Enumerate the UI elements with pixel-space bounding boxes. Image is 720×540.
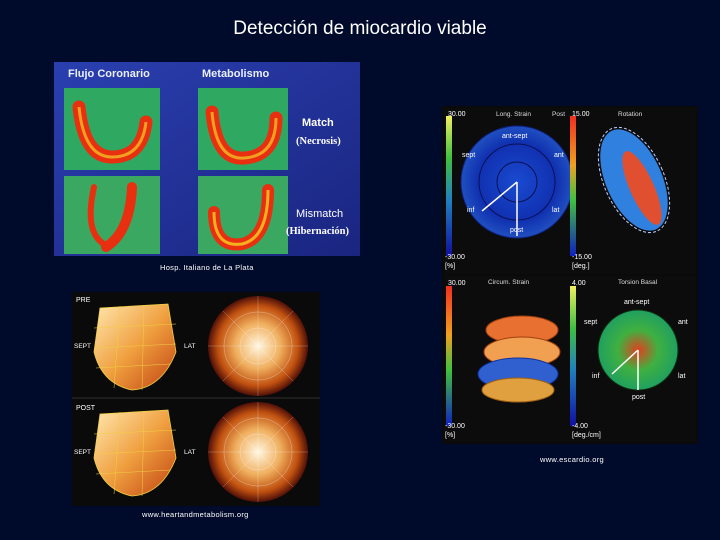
q4-ant-sept: ant-sept bbox=[624, 299, 649, 306]
q4-min: -4.00 bbox=[572, 423, 588, 430]
q1-ant: ant bbox=[554, 152, 564, 159]
q3-max: 30.00 bbox=[448, 280, 466, 287]
lat-label-pre: LAT bbox=[184, 343, 195, 350]
flujo-coronario-header: Flujo Coronario bbox=[68, 68, 150, 80]
scan-tile-bottom-right bbox=[198, 176, 288, 254]
q4-unit: [deg./cm] bbox=[572, 432, 601, 439]
post-label: POST bbox=[76, 405, 96, 412]
q1-post: post bbox=[510, 227, 523, 234]
pre-label: PRE bbox=[76, 297, 91, 304]
q3-min: -30.00 bbox=[445, 423, 465, 430]
q1-unit: [%] bbox=[445, 263, 455, 270]
scan-tile-bottom-left bbox=[64, 176, 160, 254]
rotation-3d-model bbox=[597, 126, 671, 234]
perfusion-image: Flujo Coronario Metabolismo Match (Necro… bbox=[54, 62, 360, 256]
q4-ant: ant bbox=[678, 319, 688, 326]
slide-title: Detección de miocardio viable bbox=[233, 18, 487, 39]
polar-caption: www.heartandmetabolism.org bbox=[142, 510, 249, 519]
mismatch-label: Mismatch bbox=[296, 208, 343, 220]
q3-title: Circum. Strain bbox=[488, 279, 530, 286]
necrosis-label: (Necrosis) bbox=[296, 136, 341, 147]
q4-lat: lat bbox=[678, 373, 685, 380]
scan-tile-top-right bbox=[198, 88, 288, 170]
q1-sept: sept bbox=[462, 152, 475, 159]
q1-min: -30.00 bbox=[445, 254, 465, 261]
q2-title: Rotation bbox=[618, 111, 643, 118]
q1-ant-sept: ant-sept bbox=[502, 133, 527, 140]
sept-label-post: SEPT bbox=[74, 449, 91, 456]
heart-wireframe-pre bbox=[93, 303, 177, 391]
strain-panel: 30.00 Long. Strain Post ant-sept sept an… bbox=[442, 106, 698, 444]
match-label: Match bbox=[302, 117, 334, 129]
polar-panel: PRE POST SEPT SEPT LAT LAT bbox=[72, 292, 320, 506]
polar-image: PRE POST SEPT SEPT LAT LAT bbox=[72, 292, 320, 506]
metabolismo-header: Metabolismo bbox=[202, 68, 270, 80]
q1-max: 30.00 bbox=[448, 111, 466, 118]
scan-tile-top-left bbox=[64, 88, 160, 170]
q4-inf: inf bbox=[592, 373, 599, 380]
heart-wireframe-post bbox=[93, 409, 177, 497]
q2-max: 15.00 bbox=[572, 111, 590, 118]
sept-label-pre: SEPT bbox=[74, 343, 91, 350]
q4-post: post bbox=[632, 394, 645, 401]
q1-inf: inf bbox=[467, 207, 474, 214]
perfusion-caption: Hosp. Italiano de La Plata bbox=[160, 263, 254, 272]
q1-post-tag: Post bbox=[552, 111, 565, 118]
q4-sept: sept bbox=[584, 319, 597, 326]
q3-unit: [%] bbox=[445, 432, 455, 439]
q2-min: -15.00 bbox=[572, 254, 592, 261]
hibernacion-label: (Hibernación) bbox=[286, 226, 349, 237]
q1-title: Long. Strain bbox=[496, 111, 531, 118]
lat-label-post: LAT bbox=[184, 449, 195, 456]
perfusion-panel: Flujo Coronario Metabolismo Match (Necro… bbox=[54, 62, 360, 256]
q4-max: 4.00 bbox=[572, 280, 586, 287]
q1-lat: lat bbox=[552, 207, 559, 214]
strain-caption: www.escardio.org bbox=[540, 455, 604, 464]
strain-image: 30.00 Long. Strain Post ant-sept sept an… bbox=[444, 108, 696, 442]
polar-map-post bbox=[208, 402, 308, 502]
q4-title: Torsion Basal bbox=[618, 279, 658, 286]
circum-strain-rings bbox=[477, 315, 561, 403]
q2-unit: [deg.] bbox=[572, 263, 590, 270]
polar-map-pre bbox=[208, 296, 308, 396]
